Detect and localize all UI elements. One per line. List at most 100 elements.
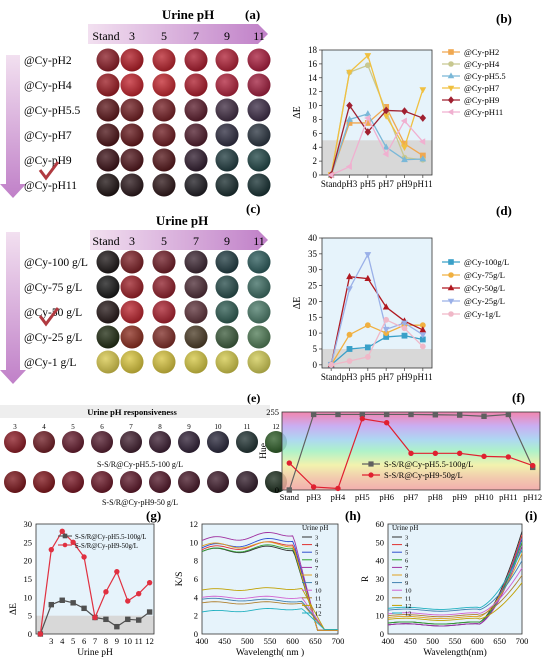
panel-a-label: (a)	[245, 7, 260, 22]
panel-a-dish-0-4	[215, 48, 239, 72]
chartD-legend-label-3: @Cy-25g/L	[464, 296, 505, 306]
chartH-xtick-2: 500	[241, 636, 254, 646]
panel-a-dish-1-2	[152, 73, 176, 97]
panel-a-dish-1-4	[215, 73, 239, 97]
chartD-ytick-2: 10	[308, 328, 318, 338]
chartG-series-1-point-10	[146, 579, 153, 586]
chartD-legend-marker-3	[447, 298, 455, 305]
panel-a-dish-5-1	[120, 173, 144, 197]
chart-f: 0 255 Hue Stand pH3 pH4 pH5 pH6 pH7 pH8 pH9 pH10 pH1…	[259, 407, 542, 502]
panel-e-row2-dish-7	[207, 471, 229, 493]
chartD-series-0-point-1	[346, 346, 353, 352]
chartF-series-1-point-9	[505, 454, 512, 460]
chartD-series-0-point-2	[364, 344, 371, 351]
panel-e-row2-dish-4	[120, 471, 142, 493]
chartD-series-3-point-5	[419, 332, 427, 339]
panel-e-row2-dish-2	[62, 471, 84, 493]
chartG-ytick-6: 30	[24, 519, 33, 529]
panel-c-dish-2-3	[184, 300, 208, 324]
chartD-xtick-4: pH9	[397, 372, 413, 382]
chartB-ytick-8: 16	[308, 59, 318, 69]
chartD-ytick-0: 0	[313, 360, 318, 370]
chartF-series-1-point-0	[286, 460, 293, 466]
chartD-series-2-point-1	[346, 272, 353, 280]
chartF-series-0-point-5	[408, 411, 414, 418]
chartH-xlabel: Wavelength( nm )	[236, 647, 304, 658]
chartH-legend-title: Urine pH	[302, 524, 328, 532]
panel-c-dish-1-1	[120, 275, 144, 299]
chartI-frame	[387, 523, 523, 635]
panel-c-col-0: Stand	[92, 234, 119, 248]
chartG-series-0-point-1	[48, 601, 54, 608]
chartD-ytick-7: 35	[308, 249, 318, 259]
panel-a-dish-1-5	[247, 73, 271, 97]
panel-a-dish-4-2	[152, 148, 176, 172]
panel-e-col-0: 3	[13, 423, 17, 431]
chartD-series-0-line	[330, 335, 423, 366]
chartI-legend-title: Urine pH	[392, 524, 418, 532]
chartF-series-1-point-8	[481, 453, 487, 460]
panel-e-row2-dish-0	[4, 471, 26, 493]
panel-e-row2-label: S-S/R@Cy-pH9-50 g/L	[102, 498, 178, 507]
panel-a-dish-2-5	[247, 98, 271, 122]
panel-c-dish-3-2	[152, 325, 176, 349]
chartB-series-4-point-4	[401, 107, 408, 115]
panel-e-row2-dish-9	[265, 471, 287, 493]
panel-c-dish-2-0	[96, 300, 120, 324]
chartB-series-5-point-0	[327, 171, 334, 179]
chartD-series-2-point-5	[419, 326, 427, 333]
chartG-xtick-0: 3	[49, 636, 53, 646]
panel-e-row1-dish-3	[91, 431, 113, 453]
chartG-series-0-point-3	[70, 600, 76, 606]
panel-a-row-label-5: @Cy-pH11	[24, 180, 77, 192]
chartI-legend-label-2: 5	[405, 550, 408, 557]
chartD-legend-label-1: @Cy-75g/L	[464, 270, 505, 280]
chartB-legend-marker-0	[448, 49, 454, 55]
panel-a-dish-5-3	[184, 173, 208, 197]
panel-a-dish-2-1	[120, 98, 144, 122]
chartI-xlabel: Wavelength(nm)	[423, 647, 487, 658]
panel-e-col-5: 8	[158, 423, 162, 431]
panel-c-dish-0-4	[215, 250, 239, 274]
chartF-xtick-2: pH4	[331, 492, 346, 502]
chartI-ytick-2: 20	[376, 592, 385, 602]
chartF-ylabel: Hue	[259, 443, 269, 459]
panel-e-row1-dish-5	[149, 431, 171, 453]
chartI-legend-label-1: 4	[405, 542, 409, 549]
chartG-xtick-7: 10	[124, 636, 133, 646]
ph-arrow-c	[90, 230, 268, 250]
panel-c-dish-4-1	[120, 350, 144, 374]
chartB-series-3-point-5	[419, 87, 427, 94]
chartI-legend-label-3: 6	[405, 557, 409, 564]
chartG-xtick-1: 4	[60, 636, 65, 646]
panel-i-label: (i)	[525, 508, 537, 523]
chartG-series-0-point-7	[114, 623, 120, 630]
chartB-series-3-line	[330, 54, 424, 176]
chartI-xtick-5: 650	[493, 636, 506, 646]
chartB-series-3-point-4	[401, 144, 408, 151]
chartG-xlabel: Urine pH	[77, 648, 113, 658]
chartD-series-3-point-1	[346, 286, 353, 293]
chartH-legend-label-8: 11	[315, 595, 321, 602]
panel-e-col-6: 9	[187, 423, 191, 431]
panel-c-dish-4-3	[184, 350, 208, 374]
panel-c-dish-4-4	[215, 350, 239, 374]
chartH-legend-label-2: 5	[315, 550, 318, 557]
chartF-series-1-point-1	[310, 484, 317, 490]
panel-a-dish-1-3	[184, 73, 208, 97]
chartD-series-4-point-5	[419, 343, 426, 350]
chartB-series-0-line	[330, 105, 424, 176]
panel-e-row1-dish-9	[265, 431, 287, 453]
chartI-ytick-3: 30	[376, 574, 385, 584]
panel-c-row-label-1: @Cy-75 g/L	[24, 282, 82, 294]
chartF-series-1-point-7	[456, 450, 463, 456]
panel-a-dish-0-0	[96, 48, 120, 72]
panel-a-dish-2-2	[152, 98, 176, 122]
chartI-ytick-5: 50	[376, 537, 385, 547]
chartG-xtick-6: 9	[115, 636, 119, 646]
panel-c-dish-3-0	[96, 325, 120, 349]
chartB-ytick-3: 6	[313, 128, 318, 138]
chartI-series-9-line	[387, 582, 523, 621]
chartD-series-3-point-2	[364, 252, 372, 259]
chartB-series-4-line	[330, 104, 424, 176]
